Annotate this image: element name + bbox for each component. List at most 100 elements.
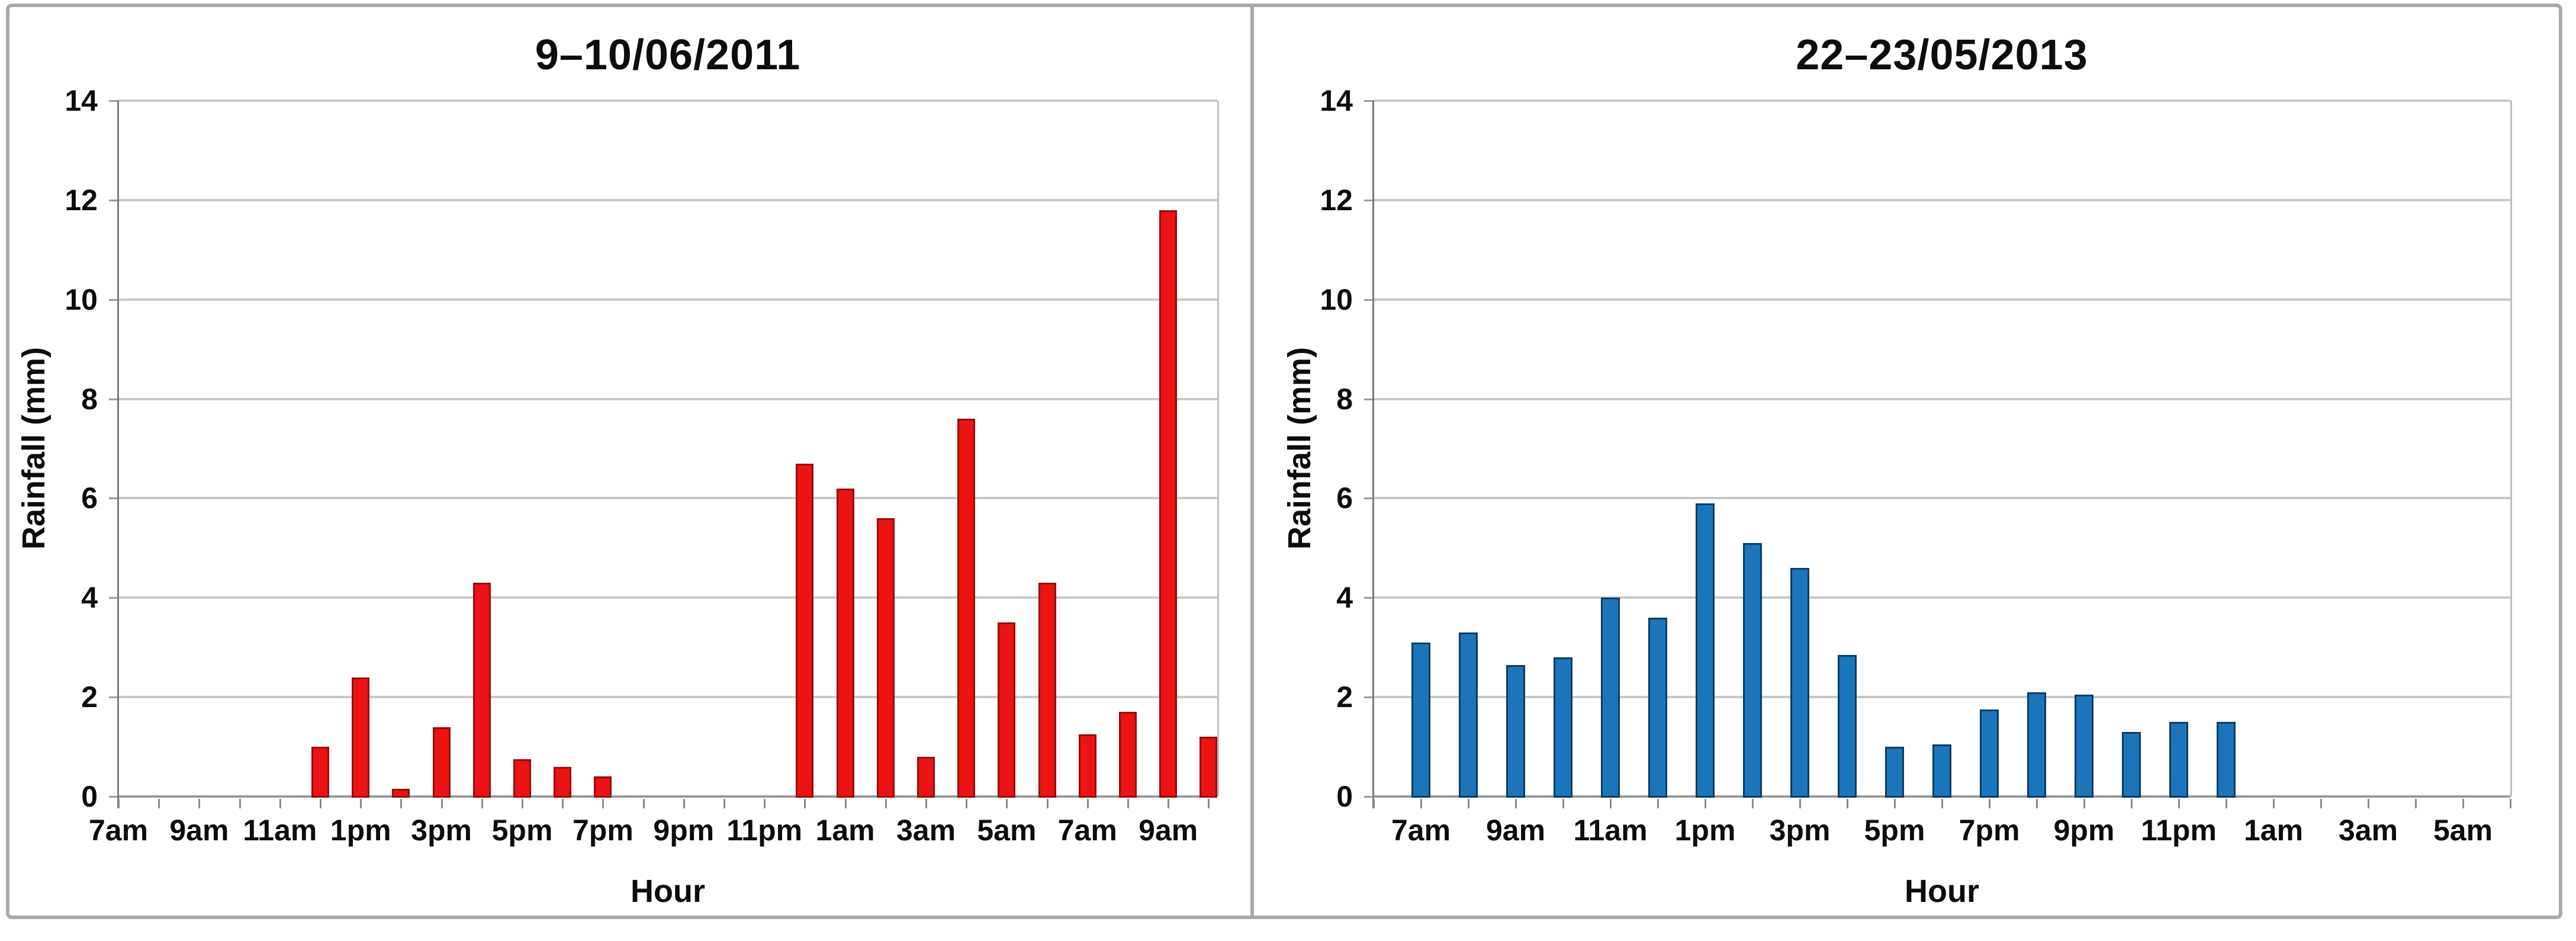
y-tick-label: 2: [81, 680, 98, 714]
gridline: [118, 198, 1217, 201]
x-axis-tick: [2036, 799, 2038, 808]
x-tick-label: 5am: [2433, 814, 2493, 847]
y-tick-label: 2: [1336, 680, 1353, 714]
bar: [998, 622, 1016, 798]
y-axis-line: [1372, 101, 1374, 808]
x-axis-tick: [966, 799, 968, 808]
x-tick-label: 9pm: [653, 814, 715, 847]
x-tick-label: 1pm: [1674, 814, 1736, 847]
plot-right-border: [2510, 101, 2512, 797]
y-axis-tick: [109, 597, 118, 599]
bar: [1838, 654, 1857, 798]
x-axis-tick: [764, 799, 766, 808]
y-axis-tick: [1364, 796, 1374, 798]
x-axis-tick: [1610, 799, 1612, 808]
x-axis-tick: [1373, 799, 1375, 808]
x-axis-tick: [723, 799, 725, 808]
gridline: [118, 397, 1217, 400]
bar: [1980, 709, 1999, 798]
bar: [2169, 722, 2188, 798]
x-axis-tick: [198, 799, 201, 808]
x-axis-tick: [1420, 799, 1422, 808]
x-axis-tick: [440, 799, 443, 808]
bar: [876, 518, 895, 798]
gridline: [118, 696, 1217, 699]
y-tick-label: 8: [81, 382, 98, 416]
x-axis-tick: [1941, 799, 1943, 808]
bar: [2122, 731, 2141, 798]
x-tick-label: 9am: [1139, 814, 1198, 847]
x-axis-tick: [2131, 799, 2133, 808]
gridline: [1374, 696, 2510, 699]
bar: [594, 776, 612, 798]
x-tick-label: 5am: [977, 814, 1037, 847]
x-axis-tick: [1657, 799, 1659, 808]
x-tick-label: 1pm: [330, 814, 391, 847]
x-axis-tick: [522, 799, 523, 808]
bar: [432, 727, 451, 798]
x-tick-label: 5pm: [491, 814, 553, 847]
y-axis-tick: [109, 199, 118, 201]
gridline: [1374, 198, 2510, 201]
bar: [1038, 583, 1056, 798]
x-axis-tick: [1468, 799, 1469, 808]
x-axis-tick: [2320, 799, 2322, 808]
x-tick-label: 3am: [2338, 814, 2398, 847]
x-axis-tick: [360, 799, 362, 808]
y-tick-label: 0: [1336, 780, 1353, 813]
bar: [1932, 744, 1951, 798]
x-axis-tick: [2415, 799, 2417, 808]
bar: [796, 463, 814, 798]
x-axis-tick: [2510, 799, 2511, 808]
x-axis-tick: [320, 799, 321, 808]
y-axis-tick: [109, 796, 118, 798]
bar: [1411, 642, 1430, 798]
y-tick-label: 4: [81, 581, 98, 615]
y-tick-label: 6: [1336, 481, 1353, 515]
x-tick-label: 11am: [1573, 814, 1648, 847]
x-tick-label: 7pm: [1958, 814, 2020, 847]
y-tick-label: 6: [81, 481, 98, 515]
x-axis-line: [118, 795, 1217, 798]
x-axis-tick: [683, 799, 685, 808]
x-axis-tick: [2273, 799, 2275, 808]
bar: [513, 759, 531, 798]
x-tick-label: 11am: [243, 814, 317, 847]
x-axis-tick: [844, 799, 847, 808]
y-tick-label: 0: [81, 780, 98, 813]
x-axis-tick: [602, 799, 604, 808]
bar: [1790, 567, 1809, 798]
bar: [1696, 503, 1715, 798]
y-axis-tick: [109, 398, 118, 400]
plot-right-border: [1217, 101, 1219, 797]
x-axis-tick: [1752, 799, 1754, 808]
x-axis-tick: [158, 799, 160, 808]
bar: [1554, 657, 1572, 798]
gridline: [118, 99, 1217, 102]
bar: [1885, 747, 1904, 798]
y-tick-label: 12: [65, 183, 98, 217]
y-tick-label: 12: [1320, 183, 1353, 217]
x-axis-tick: [2226, 799, 2227, 808]
bar: [2217, 722, 2236, 798]
bar: [836, 488, 854, 798]
x-tick-label: 3pm: [1769, 814, 1831, 847]
chart-title: 9–10/06/2011: [535, 31, 801, 79]
x-axis-tick: [118, 799, 120, 808]
x-tick-label: 3am: [896, 814, 956, 847]
gridline: [1374, 298, 2510, 301]
y-axis-tick: [1364, 298, 1374, 301]
x-axis-title: Hour: [631, 873, 705, 909]
y-axis-tick: [1364, 199, 1374, 201]
panel-divider: [1250, 4, 1254, 919]
bar: [311, 747, 329, 798]
x-axis-tick: [1006, 799, 1008, 808]
bar: [957, 419, 976, 798]
y-tick-label: 10: [65, 282, 98, 316]
x-axis-tick: [1847, 799, 1848, 808]
x-tick-label: 3pm: [411, 814, 472, 847]
x-axis-tick: [1086, 799, 1089, 808]
